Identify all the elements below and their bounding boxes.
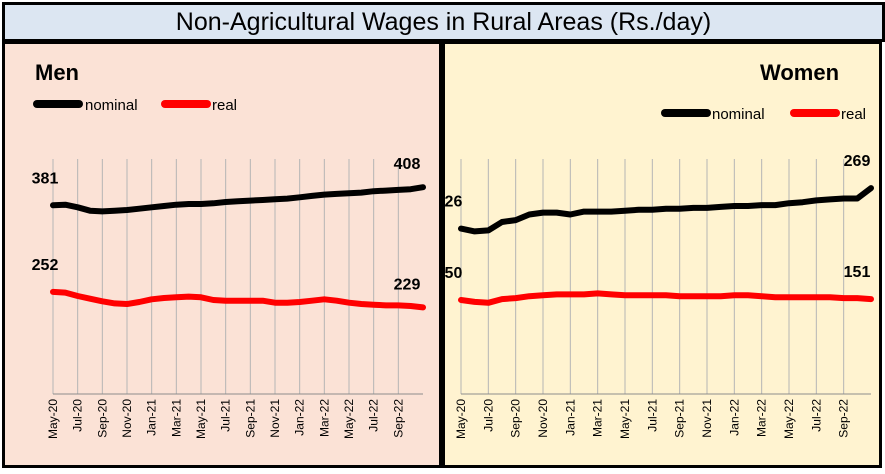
men-x-tick-label: Jan-21 [145,399,159,436]
men-series [50,184,426,311]
men-x-tick-label: May-22 [342,399,356,439]
women-data-labels: 226 269 150 151 [445,153,870,282]
men-legend-real-label: real [212,97,237,114]
women-x-tick-label: Jul-20 [481,399,495,432]
women-nominal-first-label: 226 [445,194,462,211]
women-legend: nominal real [661,106,866,123]
men-nominal-first-label: 381 [32,170,59,187]
men-legend: nominal real [33,97,237,114]
women-nominal-series-line [458,185,874,235]
women-x-tick-label: Jul-21 [645,399,659,432]
women-x-tick-label: May-20 [454,399,468,439]
men-data-labels: 381 408 252 229 [32,156,421,293]
women-chart-title: Women [760,60,839,85]
men-x-tick-label: Jul-21 [219,399,233,432]
women-chart: Women nominal real May-20 Jul-20 Sep-20 Nov… [445,60,874,439]
men-x-axis: May-20 Jul-20 Sep-20 Nov-20 Jan-21 Mar-21 May-… [46,393,423,439]
figure-title: Non-Agricultural Wages in Rural Areas (R… [2,2,885,42]
men-x-tick-label: Sep-22 [391,399,405,438]
men-x-tick-label: Sep-20 [95,399,109,438]
women-x-tick-label: Sep-20 [509,399,523,438]
men-chart-title: Men [35,60,79,85]
women-x-tick-label: Sep-22 [837,399,851,438]
women-x-tick-label: Nov-20 [536,399,550,438]
men-real-series-line [50,288,426,311]
women-x-axis: May-20 Jul-20 Sep-20 Nov-20 Jan-21 Mar-21 May-… [454,393,871,439]
women-x-tick-label: Mar-22 [755,399,769,437]
women-legend-nominal-label: nominal [712,106,765,123]
women-nominal-last-label: 269 [844,153,871,170]
women-real-first-label: 150 [445,265,462,282]
men-nominal-last-label: 408 [394,156,421,173]
women-x-tick-label: Jan-21 [563,399,577,436]
men-nominal-series-line [50,184,426,215]
men-real-first-label: 252 [32,257,59,274]
women-x-tick-label: Jan-22 [727,399,741,436]
men-panel: Men nominal real May-20 Jul-20 Sep-20 Nov-2… [2,41,442,468]
men-x-tick-label: Mar-22 [317,399,331,437]
women-real-series-line [458,290,874,306]
men-chart: Men nominal real May-20 Jul-20 Sep-20 Nov-2… [32,60,426,439]
men-x-tick-label: Jan-22 [293,399,307,436]
women-x-tick-label: Sep-21 [673,399,687,438]
women-x-tick-label: May-21 [618,399,632,439]
women-panel: Women nominal real May-20 Jul-20 Sep-20 Nov… [442,41,882,468]
men-x-tick-label: May-20 [46,399,60,439]
men-x-tick-label: Jul-22 [367,399,381,432]
women-legend-real-label: real [841,106,866,123]
men-x-tick-label: Jul-20 [71,399,85,432]
men-x-tick-label: Mar-21 [169,399,183,437]
women-x-tick-label: Nov-21 [700,399,714,438]
men-real-last-label: 229 [394,276,421,293]
women-series [458,185,874,306]
men-x-tick-label: Nov-20 [120,399,134,438]
men-x-tick-label: Nov-21 [268,399,282,438]
women-grid [460,159,845,394]
women-x-tick-label: May-22 [782,399,796,439]
men-x-tick-label: May-21 [194,399,208,439]
men-x-tick-label: Sep-21 [243,399,257,438]
women-x-tick-label: Jul-22 [809,399,823,432]
men-legend-nominal-label: nominal [85,97,138,114]
women-real-last-label: 151 [844,264,871,281]
women-x-tick-label: Mar-21 [591,399,605,437]
